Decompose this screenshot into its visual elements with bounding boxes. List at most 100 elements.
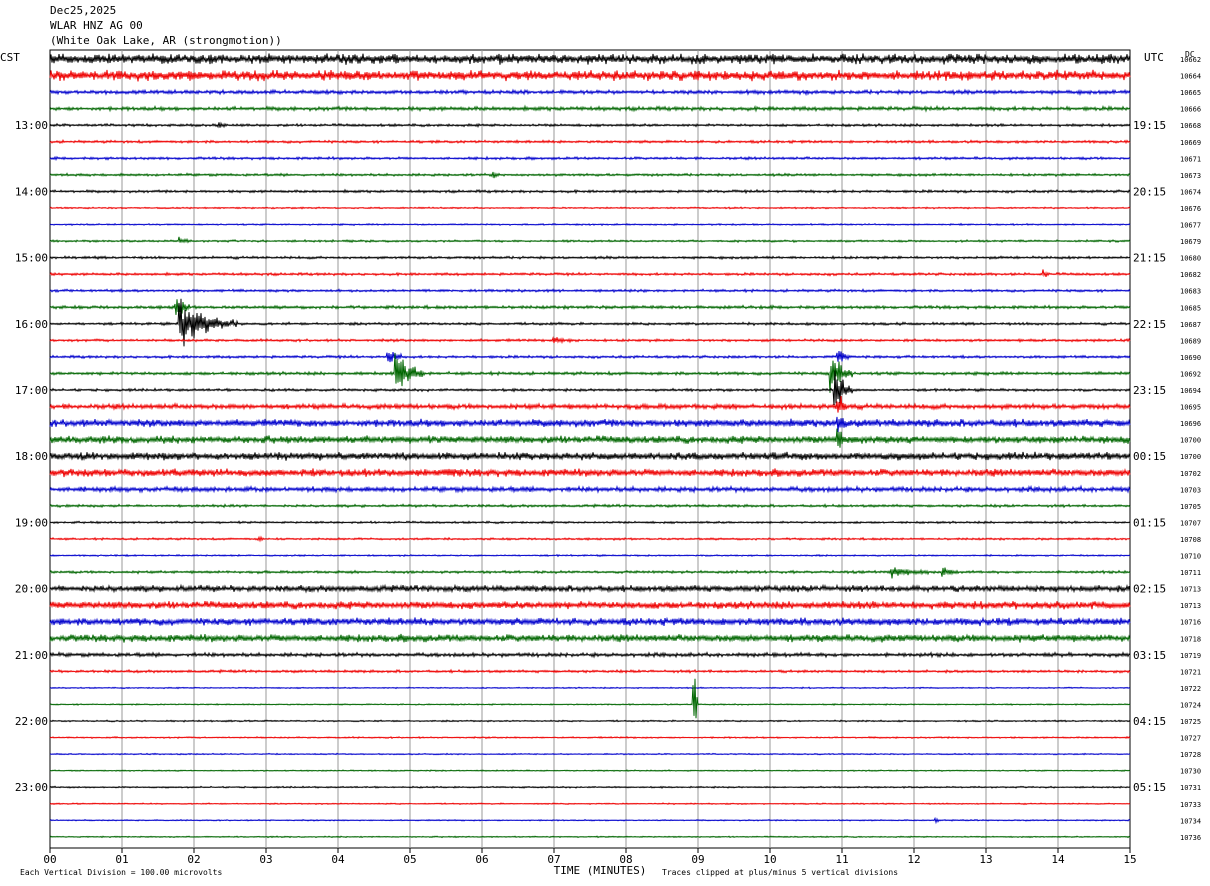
left-time-label: 22:00 bbox=[15, 715, 48, 728]
x-tick-label: 04 bbox=[331, 853, 345, 866]
x-tick-label: 06 bbox=[475, 853, 488, 866]
trace-line bbox=[49, 468, 1131, 478]
trace-line bbox=[49, 583, 1131, 594]
trace-line bbox=[49, 752, 1131, 756]
trace-line bbox=[49, 616, 1131, 627]
left-time-label: 18:00 bbox=[15, 450, 48, 463]
x-tick-label: 08 bbox=[619, 853, 632, 866]
trace-line bbox=[49, 287, 1131, 294]
dc-value: 10708 bbox=[1180, 536, 1201, 544]
dc-value: 10721 bbox=[1180, 668, 1201, 676]
dc-value: 10685 bbox=[1180, 304, 1201, 312]
footer-clip-note: Traces clipped at plus/minus 5 vertical … bbox=[662, 868, 898, 877]
dc-value: 10664 bbox=[1180, 73, 1201, 81]
trace-line bbox=[49, 206, 1131, 210]
dc-label: DC bbox=[1185, 50, 1195, 59]
trace-line bbox=[49, 668, 1131, 675]
trace-line bbox=[49, 835, 1131, 839]
dc-value: 10725 bbox=[1180, 718, 1201, 726]
dc-value: 10692 bbox=[1180, 370, 1201, 378]
left-time-label: 15:00 bbox=[15, 252, 48, 265]
station-location: (White Oak Lake, AR (strongmotion)) bbox=[50, 34, 282, 47]
x-tick-label: 11 bbox=[835, 853, 848, 866]
trace-line bbox=[49, 236, 1131, 244]
dc-value: 10668 bbox=[1180, 122, 1201, 130]
dc-value: 10694 bbox=[1180, 387, 1201, 395]
dc-value: 10728 bbox=[1180, 751, 1201, 759]
left-time-label: 16:00 bbox=[15, 318, 48, 331]
dc-value: 10722 bbox=[1180, 685, 1201, 693]
dc-value: 10702 bbox=[1180, 470, 1201, 478]
dc-value: 10727 bbox=[1180, 735, 1201, 743]
trace-line bbox=[49, 633, 1131, 644]
dc-value: 10689 bbox=[1180, 337, 1201, 345]
x-tick-label: 00 bbox=[43, 853, 56, 866]
station-name: WLAR HNZ AG 00 bbox=[50, 19, 143, 32]
dc-value: 10719 bbox=[1180, 652, 1201, 660]
dc-value: 10716 bbox=[1180, 619, 1201, 627]
trace-line bbox=[49, 88, 1131, 97]
trace-line bbox=[49, 769, 1131, 773]
trace-line bbox=[49, 353, 1131, 393]
trace-line bbox=[49, 719, 1131, 723]
dc-value: 10711 bbox=[1180, 569, 1201, 577]
dc-value: 10733 bbox=[1180, 801, 1201, 809]
dc-value: 10718 bbox=[1180, 635, 1201, 643]
x-tick-label: 02 bbox=[187, 853, 200, 866]
left-time-label: 20:00 bbox=[15, 583, 48, 596]
dc-value: 10673 bbox=[1180, 172, 1201, 180]
x-tick-label: 13 bbox=[979, 853, 992, 866]
trace-line bbox=[49, 535, 1131, 543]
trace-line bbox=[49, 484, 1131, 494]
right-time-label: 20:15 bbox=[1133, 185, 1166, 198]
trace-line bbox=[49, 350, 1131, 363]
x-tick-label: 09 bbox=[691, 853, 704, 866]
dc-value: 10676 bbox=[1180, 205, 1201, 213]
trace-line bbox=[49, 121, 1131, 129]
dc-value: 10731 bbox=[1180, 784, 1201, 792]
right-axis-title: UTC bbox=[1144, 51, 1164, 64]
trace-line bbox=[49, 222, 1131, 227]
x-tick-label: 01 bbox=[115, 853, 128, 866]
dc-value: 10700 bbox=[1180, 437, 1201, 445]
trace-line bbox=[49, 269, 1131, 278]
x-tick-label: 14 bbox=[1051, 853, 1065, 866]
trace-line bbox=[49, 735, 1131, 740]
trace-line bbox=[49, 171, 1131, 179]
trace-line bbox=[49, 370, 1131, 406]
dc-value: 10683 bbox=[1180, 288, 1201, 296]
dc-value: 10713 bbox=[1180, 586, 1201, 594]
trace-line bbox=[49, 802, 1131, 806]
trace-line bbox=[49, 600, 1131, 610]
dc-value: 10682 bbox=[1180, 271, 1201, 279]
x-tick-label: 15 bbox=[1123, 853, 1136, 866]
trace-line bbox=[49, 678, 1131, 719]
dc-value: 10734 bbox=[1180, 817, 1201, 825]
trace-line bbox=[49, 188, 1131, 195]
x-tick-label: 05 bbox=[403, 853, 416, 866]
trace-line bbox=[49, 686, 1131, 690]
dc-value: 10687 bbox=[1180, 321, 1201, 329]
right-time-label: 04:15 bbox=[1133, 715, 1166, 728]
dc-value: 10730 bbox=[1180, 768, 1201, 776]
trace-line bbox=[49, 139, 1131, 145]
dc-value: 10679 bbox=[1180, 238, 1201, 246]
trace-line bbox=[49, 104, 1131, 113]
right-time-label: 00:15 bbox=[1133, 450, 1166, 463]
x-axis-label: TIME (MINUTES) bbox=[554, 864, 647, 877]
right-time-label: 21:15 bbox=[1133, 252, 1166, 265]
trace-line bbox=[49, 53, 1131, 65]
right-time-label: 02:15 bbox=[1133, 583, 1166, 596]
trace-line bbox=[49, 155, 1131, 162]
dc-value: 10680 bbox=[1180, 255, 1201, 263]
dc-value: 10700 bbox=[1180, 453, 1201, 461]
trace-line bbox=[49, 816, 1131, 825]
left-time-label: 23:00 bbox=[15, 781, 48, 794]
dc-value: 10705 bbox=[1180, 503, 1201, 511]
right-time-label: 05:15 bbox=[1133, 781, 1166, 794]
right-time-label: 03:15 bbox=[1133, 649, 1166, 662]
left-time-label: 21:00 bbox=[15, 649, 48, 662]
trace-line bbox=[49, 503, 1131, 509]
dc-value: 10710 bbox=[1180, 553, 1201, 561]
